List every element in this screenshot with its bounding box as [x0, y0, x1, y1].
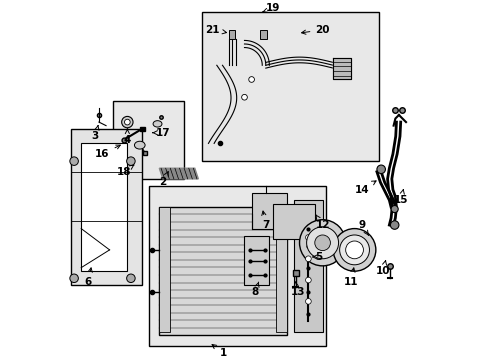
- Circle shape: [126, 157, 135, 165]
- Bar: [251, 193, 286, 229]
- Text: 15: 15: [393, 189, 407, 205]
- Text: 5: 5: [312, 252, 322, 262]
- Circle shape: [306, 227, 338, 259]
- Circle shape: [305, 256, 310, 262]
- Text: 2: 2: [159, 172, 168, 188]
- Bar: [228, 30, 234, 39]
- Circle shape: [390, 206, 397, 213]
- Polygon shape: [159, 168, 198, 179]
- Text: 3: 3: [92, 126, 99, 141]
- Bar: [260, 30, 266, 39]
- Circle shape: [305, 298, 310, 304]
- Circle shape: [241, 94, 247, 100]
- Polygon shape: [140, 127, 145, 131]
- Circle shape: [389, 221, 398, 229]
- Ellipse shape: [134, 141, 145, 149]
- Ellipse shape: [153, 121, 162, 127]
- Text: 19: 19: [262, 4, 280, 13]
- Bar: [113, 101, 184, 179]
- Circle shape: [332, 229, 375, 271]
- Circle shape: [70, 274, 78, 283]
- Text: 21: 21: [205, 25, 226, 35]
- Bar: [294, 200, 322, 332]
- Text: 13: 13: [290, 282, 305, 297]
- Text: 20: 20: [301, 25, 329, 35]
- Bar: [202, 12, 379, 161]
- Bar: [276, 207, 286, 332]
- Circle shape: [126, 274, 135, 283]
- Text: 6: 6: [84, 268, 92, 287]
- Bar: [70, 129, 141, 285]
- Circle shape: [124, 119, 130, 125]
- Bar: [159, 207, 170, 332]
- Text: 9: 9: [357, 220, 367, 235]
- Circle shape: [299, 220, 345, 266]
- Circle shape: [376, 165, 385, 174]
- Circle shape: [345, 241, 363, 259]
- Circle shape: [305, 277, 310, 283]
- Bar: [272, 204, 315, 239]
- Circle shape: [248, 77, 254, 82]
- Text: 12: 12: [315, 215, 329, 230]
- Text: 14: 14: [354, 181, 375, 194]
- Text: 1: 1: [212, 345, 226, 358]
- Text: 11: 11: [343, 268, 358, 287]
- Text: 18: 18: [116, 165, 134, 177]
- Text: 10: 10: [375, 260, 389, 276]
- Text: 16: 16: [95, 145, 120, 159]
- Text: 4: 4: [123, 129, 131, 145]
- Bar: [81, 143, 127, 271]
- Text: 8: 8: [251, 282, 259, 297]
- Bar: [148, 186, 325, 346]
- Circle shape: [305, 235, 310, 240]
- Circle shape: [70, 157, 78, 165]
- Text: 17: 17: [152, 128, 170, 138]
- Bar: [244, 236, 269, 285]
- Circle shape: [339, 235, 369, 265]
- Circle shape: [314, 235, 330, 251]
- Bar: [159, 207, 286, 335]
- Circle shape: [122, 116, 133, 128]
- Text: 7: 7: [261, 211, 269, 230]
- Polygon shape: [332, 58, 350, 80]
